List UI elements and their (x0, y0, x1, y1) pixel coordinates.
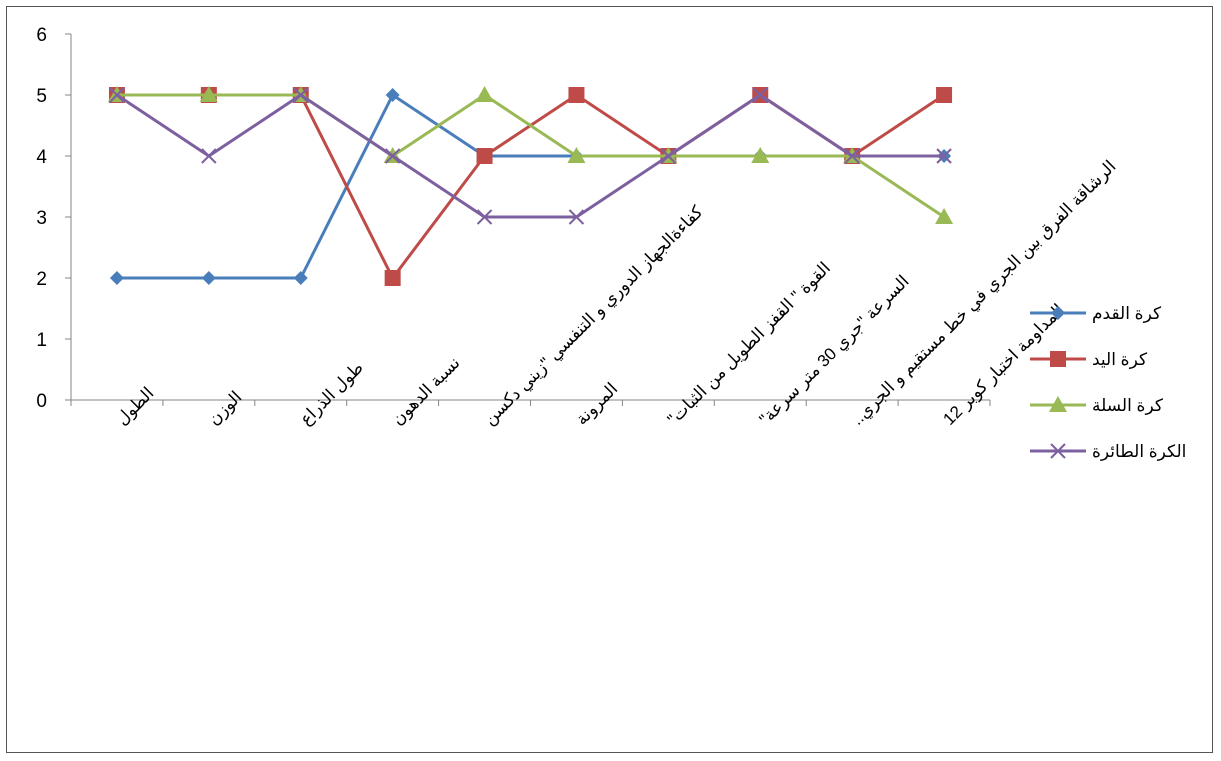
data-point-series-4 (201, 148, 217, 164)
data-point-series-2 (384, 270, 401, 286)
series-line-3 (116, 93, 945, 219)
y-tick-label: 2 (36, 269, 47, 290)
data-point-series-4 (844, 148, 860, 164)
data-point-series-4 (384, 148, 401, 164)
data-point-series-1 (385, 88, 400, 102)
chart-frame (6, 6, 1213, 753)
y-tick-label: 1 (36, 330, 47, 351)
data-point-series-4 (936, 148, 952, 164)
data-point-series-4 (568, 209, 585, 225)
data-point-series-3 (199, 86, 218, 102)
series-line-1 (116, 93, 945, 280)
x-category-label: الوزن (204, 388, 245, 429)
legend-label: الكرة الطائرة (1092, 442, 1186, 461)
legend-label: كرة القدم (1092, 304, 1162, 323)
series-line-2 (116, 93, 945, 280)
data-point-series-2 (936, 87, 953, 103)
data-point-series-1 (293, 271, 308, 285)
data-point-series-4 (752, 87, 768, 103)
legend-marker (1049, 396, 1067, 412)
data-point-series-3 (567, 147, 586, 163)
data-point-series-3 (475, 86, 494, 102)
y-tick-label: 5 (36, 86, 47, 107)
data-point-series-2 (476, 148, 493, 164)
x-category-label: القوة " القفز الطويل من الثبات" (664, 258, 834, 428)
data-point-series-3 (751, 147, 770, 163)
data-point-series-4 (293, 87, 309, 103)
y-tick-label: 0 (36, 391, 47, 412)
legend-label: كرة السلة (1092, 396, 1164, 415)
data-point-series-1 (109, 271, 124, 285)
legend-marker (1050, 443, 1066, 459)
data-point-series-4 (476, 209, 493, 225)
x-category-label: نسبة الدهون (388, 353, 464, 429)
y-tick-label: 6 (36, 25, 47, 46)
data-point-series-4 (109, 87, 125, 103)
legend-label: كرة اليد (1092, 350, 1148, 369)
data-point-series-1 (201, 271, 216, 285)
data-point-series-4 (660, 148, 677, 164)
series-line-4 (116, 93, 945, 219)
y-tick-label: 3 (36, 208, 47, 229)
x-category-label: طول الذراع (296, 358, 368, 430)
x-category-label: السرعة "جري 30 متر سرعة" (756, 272, 914, 430)
x-category-label: المرونة (572, 379, 622, 429)
legend-marker (1050, 351, 1066, 367)
data-point-series-3 (935, 208, 954, 224)
data-point-series-2 (568, 87, 585, 103)
legend-marker (1051, 306, 1065, 320)
x-category-label: الطول (112, 384, 157, 429)
y-tick-label: 4 (36, 147, 47, 168)
